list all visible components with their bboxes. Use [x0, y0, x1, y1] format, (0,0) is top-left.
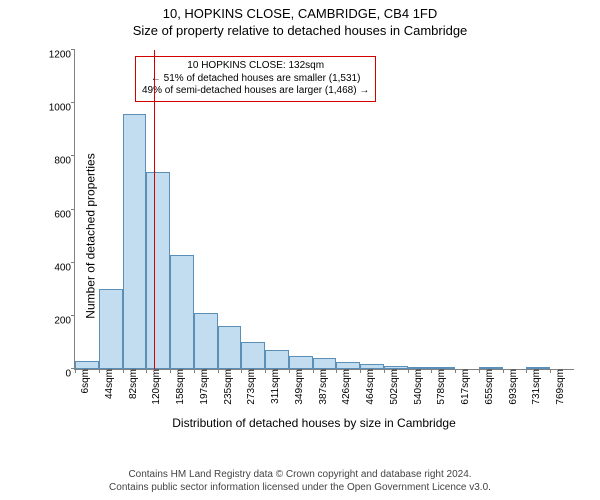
x-tick-label: 502sqm [387, 369, 400, 405]
y-tick-mark [71, 102, 75, 103]
title-subtitle: Size of property relative to detached ho… [0, 23, 600, 40]
x-tick-label: 769sqm [553, 369, 566, 405]
y-tick-mark [71, 315, 75, 316]
x-tick-mark [123, 369, 124, 373]
y-tick-label: 1000 [49, 103, 75, 114]
annotation-line3: 49% of semi-detached houses are larger (… [142, 85, 369, 98]
x-tick-mark [408, 369, 409, 373]
histogram-bar [99, 289, 123, 369]
histogram-bar [336, 362, 360, 369]
x-tick-label: 731sqm [529, 369, 542, 405]
x-tick-mark [218, 369, 219, 373]
y-tick-label: 400 [54, 262, 75, 273]
x-tick-mark [99, 369, 100, 373]
y-tick-label: 800 [54, 156, 75, 167]
histogram-bar [265, 350, 289, 369]
x-tick-label: 197sqm [197, 369, 210, 405]
x-tick-label: 273sqm [244, 369, 257, 405]
histogram-bar [146, 172, 170, 369]
x-tick-mark [336, 369, 337, 373]
y-tick-label: 600 [54, 209, 75, 220]
footer-line1: Contains HM Land Registry data © Crown c… [0, 469, 600, 482]
x-tick-mark [289, 369, 290, 373]
x-tick-label: 578sqm [434, 369, 447, 405]
histogram-bar [123, 114, 147, 369]
y-tick-label: 0 [65, 369, 75, 380]
x-tick-mark [526, 369, 527, 373]
x-tick-label: 387sqm [316, 369, 329, 405]
x-tick-label: 693sqm [506, 369, 519, 405]
x-tick-label: 44sqm [102, 369, 115, 399]
y-tick-mark [71, 49, 75, 50]
x-tick-mark [384, 369, 385, 373]
histogram-bar [170, 255, 194, 369]
x-axis-label: Distribution of detached houses by size … [44, 416, 584, 430]
histogram-bar [218, 326, 242, 369]
x-tick-label: 464sqm [363, 369, 376, 405]
x-tick-label: 120sqm [149, 369, 162, 405]
titles-block: 10, HOPKINS CLOSE, CAMBRIDGE, CB4 1FD Si… [0, 0, 600, 40]
x-tick-mark [265, 369, 266, 373]
histogram-bar [75, 361, 99, 369]
x-tick-label: 235sqm [221, 369, 234, 405]
footer: Contains HM Land Registry data © Crown c… [0, 469, 600, 494]
y-tick-mark [71, 209, 75, 210]
footer-line2: Contains public sector information licen… [0, 482, 600, 495]
y-tick-label: 200 [54, 315, 75, 326]
x-tick-label: 311sqm [268, 369, 281, 404]
x-tick-mark [503, 369, 504, 373]
x-tick-mark [550, 369, 551, 373]
annotation-line2: ← 51% of detached houses are smaller (1,… [142, 73, 369, 86]
x-tick-label: 349sqm [292, 369, 305, 405]
y-tick-label: 1200 [49, 50, 75, 61]
histogram-bar [289, 356, 313, 369]
x-tick-label: 655sqm [482, 369, 495, 405]
y-tick-mark [71, 262, 75, 263]
x-tick-mark [313, 369, 314, 373]
marker-line [154, 50, 155, 369]
histogram-bar [194, 313, 218, 369]
x-tick-mark [455, 369, 456, 373]
x-tick-mark [194, 369, 195, 373]
chart-container: Number of detached properties 10 HOPKINS… [44, 46, 584, 426]
x-tick-mark [170, 369, 171, 373]
x-tick-mark [75, 369, 76, 373]
x-tick-label: 540sqm [411, 369, 424, 405]
x-tick-label: 158sqm [173, 369, 186, 405]
x-tick-mark [431, 369, 432, 373]
histogram-bar [313, 358, 337, 369]
y-tick-mark [71, 155, 75, 156]
x-tick-label: 617sqm [458, 369, 471, 405]
x-tick-mark [241, 369, 242, 373]
x-tick-mark [479, 369, 480, 373]
x-tick-label: 82sqm [126, 369, 139, 399]
x-tick-label: 426sqm [339, 369, 352, 405]
histogram-bar [241, 342, 265, 369]
title-address: 10, HOPKINS CLOSE, CAMBRIDGE, CB4 1FD [0, 6, 600, 23]
x-tick-mark [146, 369, 147, 373]
x-tick-mark [360, 369, 361, 373]
page-root: 10, HOPKINS CLOSE, CAMBRIDGE, CB4 1FD Si… [0, 0, 600, 500]
x-tick-label: 6sqm [78, 369, 91, 393]
plot-area: 10 HOPKINS CLOSE: 132sqm ← 51% of detach… [74, 50, 574, 370]
annotation-box: 10 HOPKINS CLOSE: 132sqm ← 51% of detach… [135, 56, 376, 102]
annotation-line1: 10 HOPKINS CLOSE: 132sqm [142, 60, 369, 73]
